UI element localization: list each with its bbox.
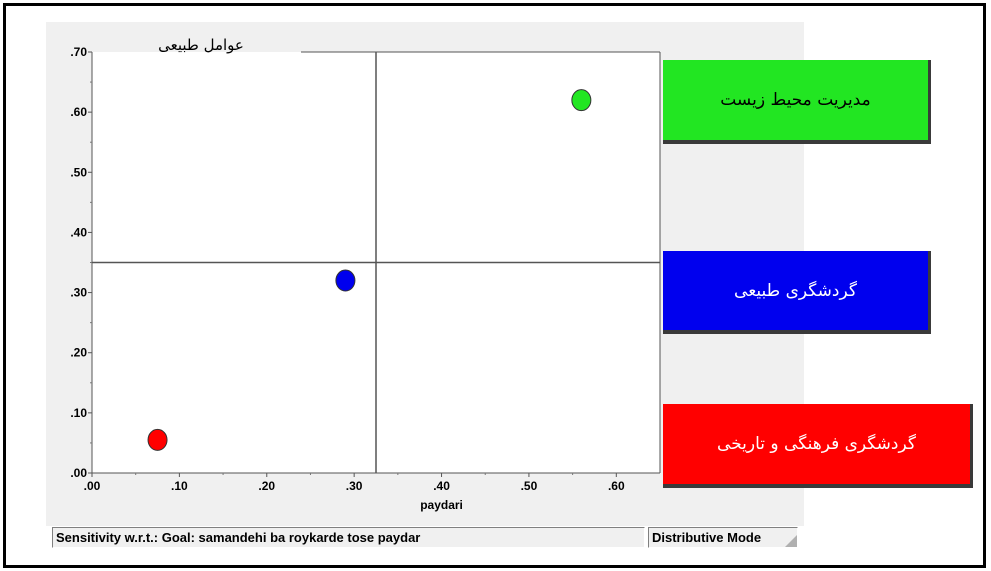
data-point-1 xyxy=(335,269,356,292)
legend-label-cultural-historical-tourism: گردشگری فرهنگی و تاریخی xyxy=(717,434,916,454)
data-point-0 xyxy=(571,89,592,112)
y-tick-label: .60 xyxy=(70,105,87,119)
x-tick-label: .10 xyxy=(171,479,188,493)
x-axis-label: paydari xyxy=(420,498,463,512)
chart-title: عوامل طبیعی xyxy=(158,36,244,54)
status-mode-label: Distributive Mode xyxy=(652,530,762,545)
x-tick-label: .40 xyxy=(433,479,450,493)
data-point-2 xyxy=(147,428,168,451)
y-tick-label: .00 xyxy=(70,466,87,480)
y-tick-label: .70 xyxy=(70,45,87,59)
y-tick-label: .20 xyxy=(70,346,87,360)
legend-item-cultural-historical-tourism[interactable]: گردشگری فرهنگی و تاریخی xyxy=(663,404,973,488)
resize-grip-icon[interactable] xyxy=(785,535,797,547)
x-tick-label: .60 xyxy=(608,479,625,493)
legend-label-nature-tourism: گردشگری طبیعی xyxy=(734,280,857,301)
x-tick-label: .20 xyxy=(258,479,275,493)
legend-item-nature-tourism[interactable]: گردشگری طبیعی xyxy=(663,251,931,334)
x-tick-label: .30 xyxy=(346,479,363,493)
status-bar: Sensitivity w.r.t.: Goal: samandehi ba r… xyxy=(52,527,804,548)
x-tick-label: .50 xyxy=(521,479,538,493)
legend-label-environmental-management: مدیریت محیط زیست xyxy=(720,90,871,110)
legend-item-environmental-management[interactable]: مدیریت محیط زیست xyxy=(663,60,931,144)
status-sensitivity: Sensitivity w.r.t.: Goal: samandehi ba r… xyxy=(52,527,645,548)
x-tick-label: .00 xyxy=(84,479,101,493)
y-tick-label: .50 xyxy=(70,165,87,179)
sensitivity-chart: .00 .10 .20 .30 .40 .50 .60 .70 .00 .10 .20 .30 .40.… xyxy=(70,36,661,512)
y-tick-label: .30 xyxy=(70,286,87,300)
y-tick-label: .10 xyxy=(70,406,87,420)
status-mode[interactable]: Distributive Mode xyxy=(648,527,798,548)
y-tick-label: .40 xyxy=(70,225,87,239)
